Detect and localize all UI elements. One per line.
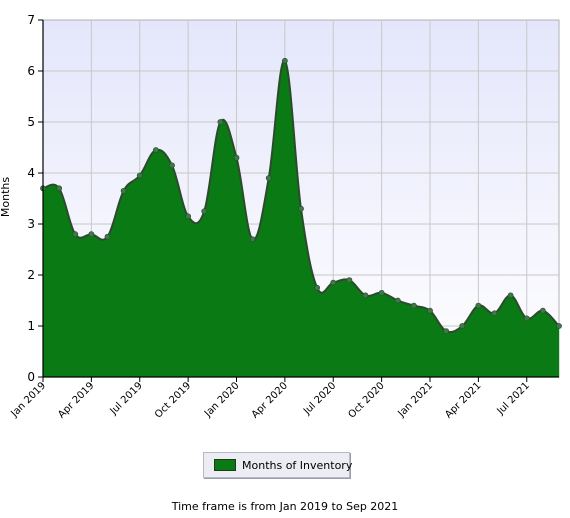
data-point[interactable] xyxy=(378,289,385,296)
axes xyxy=(42,20,559,378)
data-point[interactable] xyxy=(410,302,417,309)
y-tick-label: 3 xyxy=(27,217,35,231)
data-point[interactable] xyxy=(120,187,127,194)
data-point[interactable] xyxy=(72,231,79,238)
x-tick-label: Jul 2019 xyxy=(108,380,145,417)
y-tick-label: 7 xyxy=(27,13,35,27)
y-tick-label: 1 xyxy=(27,319,35,333)
y-tick-label: 0 xyxy=(27,370,35,384)
y-tick-label: 5 xyxy=(27,115,35,129)
data-point[interactable] xyxy=(556,323,562,329)
x-tick-label: Apr 2019 xyxy=(56,380,96,420)
data-point[interactable] xyxy=(136,172,143,179)
x-tick-label: Oct 2020 xyxy=(346,380,386,420)
inventory-line xyxy=(42,59,560,334)
data-point[interactable] xyxy=(491,310,498,317)
x-tick-label: Jul 2021 xyxy=(495,380,532,417)
data-point[interactable] xyxy=(346,277,353,283)
x-tick-label: Apr 2020 xyxy=(250,380,290,420)
data-points xyxy=(40,57,562,334)
y-tick-label: 2 xyxy=(27,268,35,282)
data-point[interactable] xyxy=(201,208,208,215)
legend-swatch xyxy=(214,459,236,471)
data-point[interactable] xyxy=(185,213,192,220)
data-point[interactable] xyxy=(265,175,272,181)
x-tick-label: Jan 2020 xyxy=(202,380,242,420)
data-point[interactable] xyxy=(249,236,256,243)
data-point[interactable] xyxy=(475,302,482,309)
data-point[interactable] xyxy=(507,292,514,299)
data-point[interactable] xyxy=(233,154,240,161)
data-point[interactable] xyxy=(217,119,224,125)
y-tick-label: 4 xyxy=(27,166,35,180)
area-layer xyxy=(42,59,560,378)
data-point[interactable] xyxy=(298,205,304,212)
x-tick-label: Apr 2021 xyxy=(443,380,483,420)
data-point[interactable] xyxy=(56,185,63,192)
data-point[interactable] xyxy=(169,162,175,169)
data-point[interactable] xyxy=(152,147,159,153)
data-point[interactable] xyxy=(104,233,111,240)
data-point[interactable] xyxy=(443,328,450,334)
legend: Months of Inventory xyxy=(203,452,353,478)
data-point[interactable] xyxy=(394,297,401,304)
x-tick-label: Oct 2019 xyxy=(153,380,193,420)
x-tick-label: Jan 2021 xyxy=(395,380,435,420)
y-tick-label: 6 xyxy=(27,64,35,78)
data-point[interactable] xyxy=(314,284,321,291)
y-axis-label: Months xyxy=(0,177,12,217)
data-point[interactable] xyxy=(362,292,369,299)
data-point[interactable] xyxy=(88,231,95,238)
time-frame-caption: Time frame is from Jan 2019 to Sep 2021 xyxy=(171,500,399,513)
data-point[interactable] xyxy=(281,57,288,64)
y-tick-labels: 0 1 2 3 4 5 6 7 xyxy=(27,13,43,384)
inventory-area xyxy=(43,60,559,378)
x-tick-label: Jul 2020 xyxy=(301,380,338,417)
x-tick-label: Jan 2019 xyxy=(8,380,48,420)
x-tick-labels: Jan 2019 Apr 2019 Jul 2019 Oct 2019 Jan 2020… xyxy=(8,377,532,421)
data-point[interactable] xyxy=(330,279,337,286)
data-point[interactable] xyxy=(523,315,530,322)
legend-label: Months of Inventory xyxy=(242,458,353,472)
data-point[interactable] xyxy=(427,307,433,314)
data-point[interactable] xyxy=(459,323,466,329)
data-point[interactable] xyxy=(539,307,546,314)
